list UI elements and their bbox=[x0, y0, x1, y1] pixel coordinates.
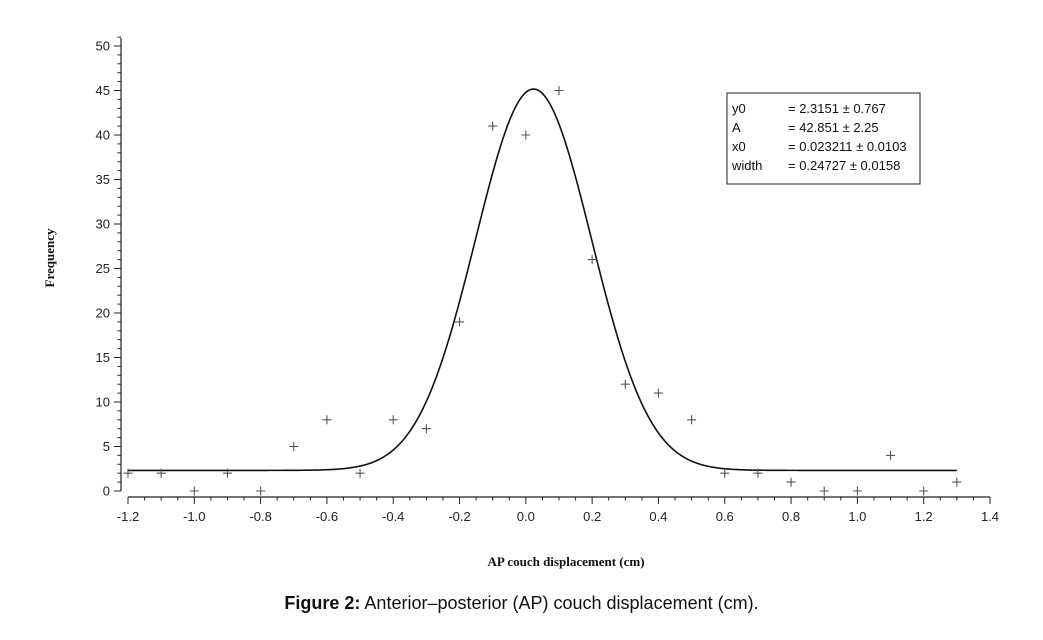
x-tick-label: 1.2 bbox=[915, 509, 933, 524]
data-point bbox=[786, 477, 796, 487]
data-point bbox=[355, 468, 365, 478]
fit-curve bbox=[128, 88, 957, 472]
data-point bbox=[587, 255, 597, 265]
data-point bbox=[653, 388, 663, 398]
data-point bbox=[720, 468, 730, 478]
data-point bbox=[753, 468, 763, 478]
fit-curve-group bbox=[128, 88, 957, 472]
x-axis-title: AP couch displacement (cm) bbox=[487, 554, 644, 569]
x-tick-label: 0.8 bbox=[782, 509, 800, 524]
data-point bbox=[819, 486, 829, 496]
y-tick-label: 20 bbox=[96, 306, 110, 321]
y-tick-label: 30 bbox=[96, 217, 110, 232]
data-point bbox=[322, 415, 332, 425]
data-point bbox=[687, 415, 697, 425]
data-point bbox=[256, 486, 266, 496]
legend-box bbox=[726, 92, 921, 185]
data-point bbox=[455, 317, 465, 327]
data-point bbox=[488, 121, 498, 131]
y-tick-label: 0 bbox=[103, 484, 110, 499]
y-axis-title: Frequency bbox=[42, 228, 57, 287]
data-point bbox=[222, 468, 232, 478]
x-tick-label: -0.4 bbox=[382, 509, 404, 524]
y-tick-label: 10 bbox=[96, 395, 110, 410]
x-tick-label: -0.6 bbox=[316, 509, 338, 524]
x-axis-ticks: -1.2 -1.0 -0.8 -0.6 -0.4 -0.2 0.0 0.2 0.4 0.6 0.8 1… bbox=[117, 497, 999, 524]
data-point bbox=[388, 415, 398, 425]
data-point bbox=[289, 442, 299, 451]
data-point bbox=[421, 424, 431, 434]
data-point bbox=[952, 477, 962, 487]
x-tick-label: 1.4 bbox=[981, 509, 999, 524]
data-point bbox=[156, 468, 166, 478]
data-point bbox=[919, 486, 929, 496]
caption-label: Figure 2: bbox=[284, 593, 361, 613]
data-point bbox=[852, 486, 862, 496]
x-tick-label: 0.6 bbox=[716, 509, 734, 524]
y-tick-label: 25 bbox=[96, 261, 110, 276]
data-point bbox=[886, 450, 896, 460]
gaussian-fit-chart: -1.2 -1.0 -0.8 -0.6 -0.4 -0.2 0.0 0.2 0.4 0.6 0.8 1… bbox=[42, 36, 999, 569]
data-point bbox=[521, 130, 531, 140]
figure-caption: Figure 2: Anterior–posterior (AP) couch … bbox=[0, 593, 1043, 614]
data-points-group bbox=[123, 86, 962, 496]
y-axis-ticks: 0 5 10 15 20 25 30 35 40 45 50 bbox=[96, 36, 121, 499]
x-tick-label: -0.8 bbox=[249, 509, 271, 524]
legend-param-value: = 2.3151 ± 0.767 bbox=[788, 101, 886, 116]
y-tick-label: 35 bbox=[96, 172, 110, 187]
x-tick-label: -1.2 bbox=[117, 509, 139, 524]
y-tick-label: 40 bbox=[96, 128, 110, 143]
x-tick-label: -0.2 bbox=[448, 509, 470, 524]
y-tick-label: 45 bbox=[96, 83, 110, 98]
legend-param-name: y0 bbox=[732, 101, 746, 116]
y-tick-label: 5 bbox=[103, 439, 110, 454]
x-tick-label: 0.2 bbox=[583, 509, 601, 524]
y-tick-label: 15 bbox=[96, 350, 110, 365]
legend-param-name: x0 bbox=[732, 139, 746, 154]
data-point bbox=[189, 486, 199, 496]
data-point bbox=[554, 86, 564, 95]
x-tick-label: 0.0 bbox=[517, 509, 535, 524]
x-tick-label: 1.0 bbox=[848, 509, 866, 524]
legend-param-name: A bbox=[732, 120, 741, 135]
fit-parameters-legend: y0 = 2.3151 ± 0.767 A = 42.851 ± 2.25 x0 = 0.… bbox=[726, 92, 921, 185]
legend-param-value: = 42.851 ± 2.25 bbox=[788, 120, 879, 135]
data-point bbox=[123, 468, 133, 478]
data-point bbox=[620, 379, 630, 389]
legend-param-value: = 0.24727 ± 0.0158 bbox=[788, 158, 900, 173]
x-tick-label: 0.4 bbox=[649, 509, 667, 524]
x-tick-label: -1.0 bbox=[183, 509, 205, 524]
caption-text: Anterior–posterior (AP) couch displaceme… bbox=[360, 593, 759, 613]
legend-param-name: width bbox=[731, 158, 762, 173]
legend-param-value: = 0.023211 ± 0.0103 bbox=[788, 139, 907, 154]
y-tick-label: 50 bbox=[96, 39, 110, 54]
